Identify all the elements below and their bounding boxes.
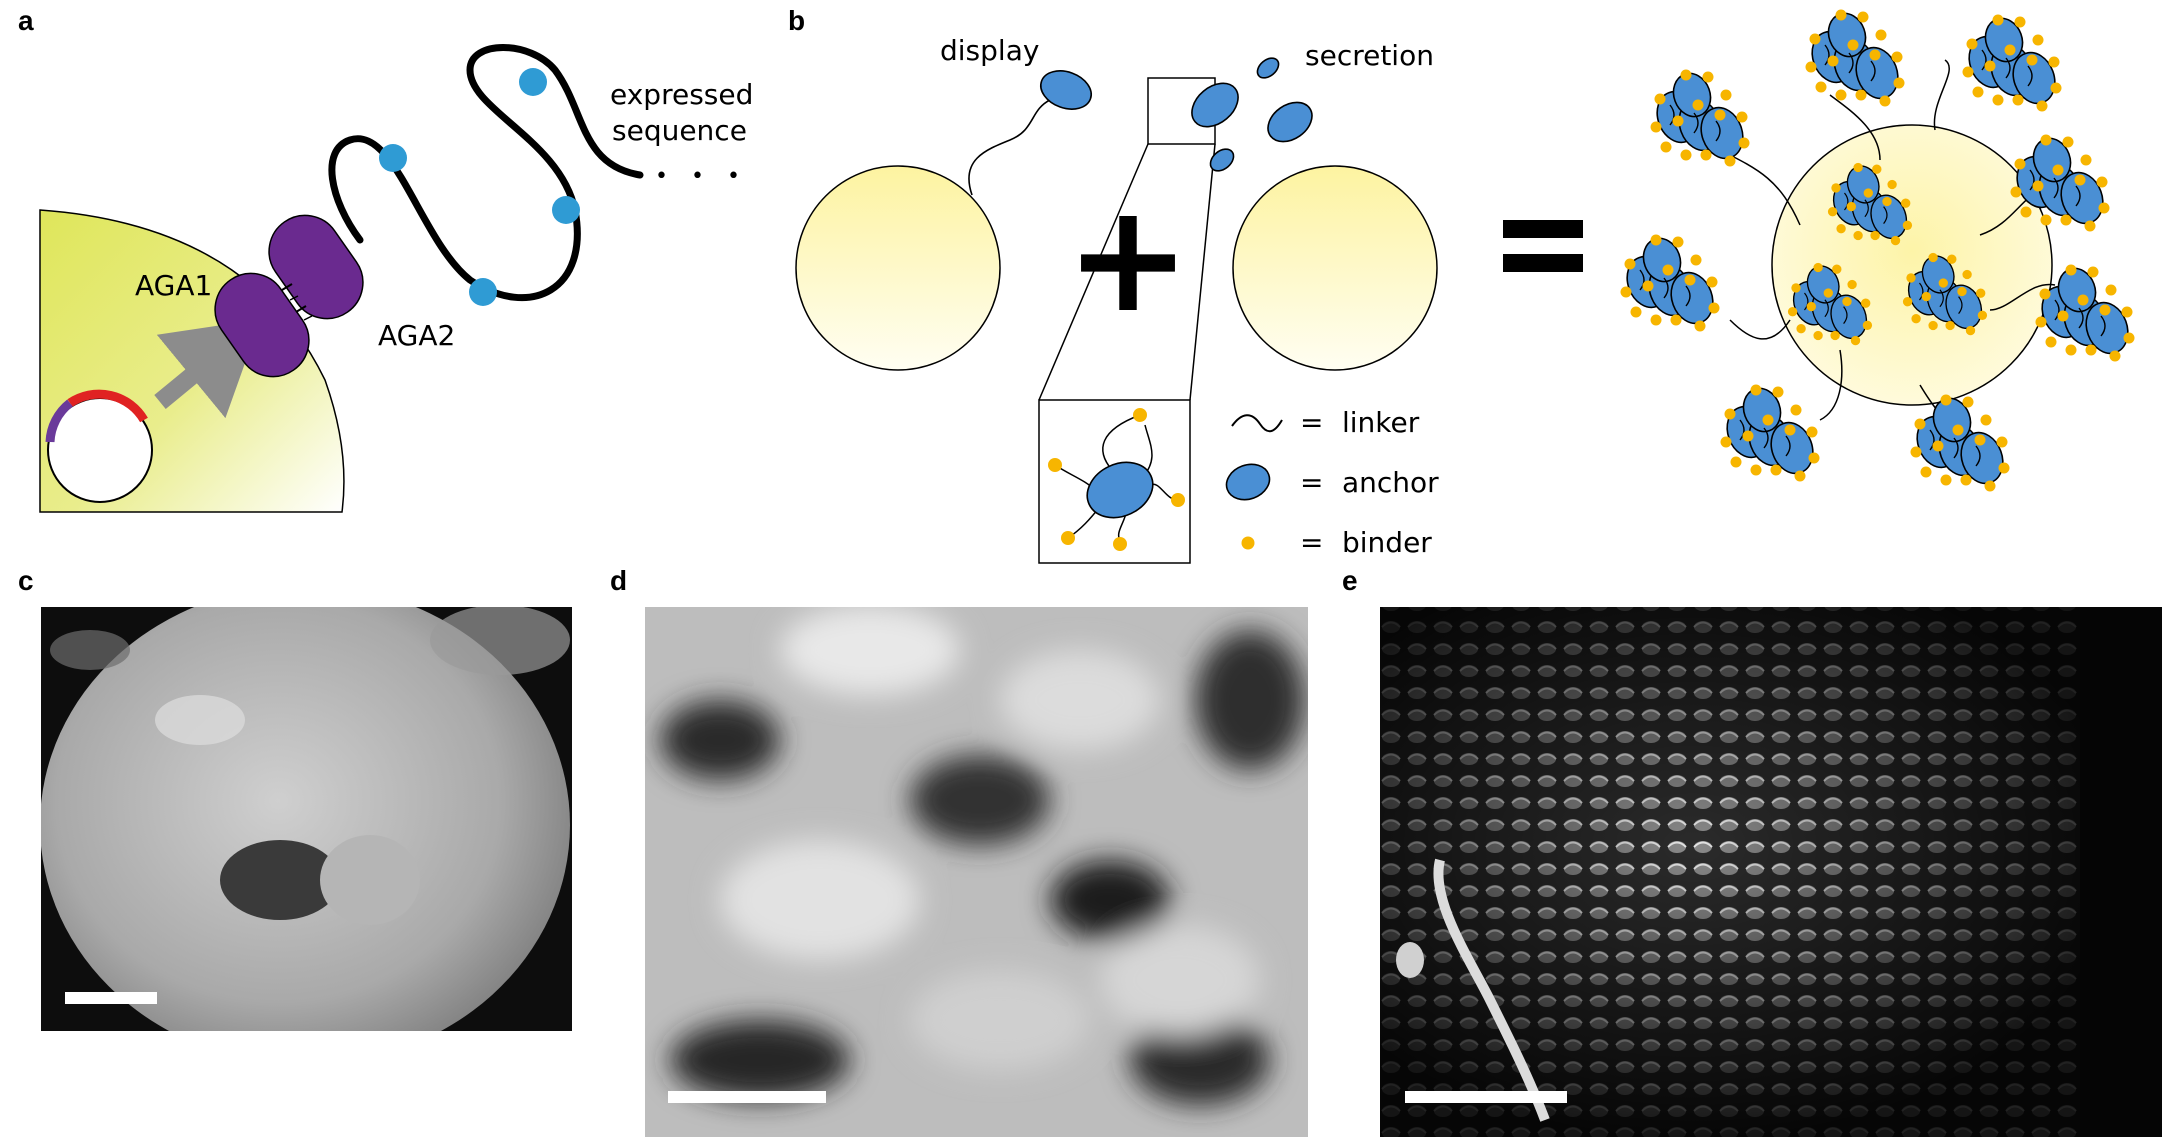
expression-arrow-icon xyxy=(154,319,261,419)
legend: = linker = anchor = binder xyxy=(1225,406,1439,559)
scale-bar-d xyxy=(668,1091,826,1103)
aga1-protein xyxy=(214,272,310,378)
scale-bar-c xyxy=(65,992,157,1004)
linker-icon xyxy=(1231,414,1283,433)
legend-binder-label: binder xyxy=(1342,526,1432,559)
panel-label-a: a xyxy=(18,5,34,36)
sequence-label: sequence xyxy=(612,114,747,147)
display-label: display xyxy=(940,34,1039,67)
expressed-label: expressed xyxy=(610,78,753,111)
plus-sign: + xyxy=(1065,172,1191,346)
aga2-label: AGA2 xyxy=(378,319,455,352)
secretion-label: secretion xyxy=(1305,39,1434,72)
coated-cell xyxy=(1619,7,2136,493)
secretion-cell xyxy=(1232,165,1438,371)
display-cell xyxy=(795,165,1001,371)
legend-anchor-label: anchor xyxy=(1342,466,1439,499)
equals-sign xyxy=(1503,220,1583,272)
legend-eq-binder: = xyxy=(1300,526,1323,559)
display-anchor-icon xyxy=(1040,70,1092,110)
plasmid-purple-segment xyxy=(45,399,73,443)
display-linker xyxy=(968,99,1051,196)
legend-eq-linker: = xyxy=(1300,406,1323,439)
panel-a: a AGA1 AGA2 expressed sequence xyxy=(18,5,753,513)
expressed-sequence-strand xyxy=(328,44,644,301)
panel-c: c xyxy=(18,565,572,1031)
aga-proteins xyxy=(214,214,364,378)
anchor-with-binders xyxy=(1048,408,1185,551)
legend-eq-anchor: = xyxy=(1300,466,1323,499)
panel-label-d: d xyxy=(610,565,627,596)
binder-icon xyxy=(1241,536,1255,550)
panel-label-b: b xyxy=(788,5,805,36)
aga1-label: AGA1 xyxy=(135,269,212,302)
scale-bar-e xyxy=(1405,1091,1567,1103)
panel-label-c: c xyxy=(18,565,34,596)
panel-b: b display + xyxy=(788,5,2136,564)
expressed-beads xyxy=(379,68,580,306)
panel-label-e: e xyxy=(1342,565,1358,596)
secreted-anchors xyxy=(1191,57,1313,172)
anchor-icon xyxy=(1225,463,1271,501)
panel-d: d xyxy=(610,565,1308,1137)
ellipsis-label: • • • xyxy=(655,164,748,189)
panel-e: e xyxy=(1342,565,2162,1137)
legend-linker-label: linker xyxy=(1342,406,1420,439)
plasmid-red-segment xyxy=(67,389,148,423)
